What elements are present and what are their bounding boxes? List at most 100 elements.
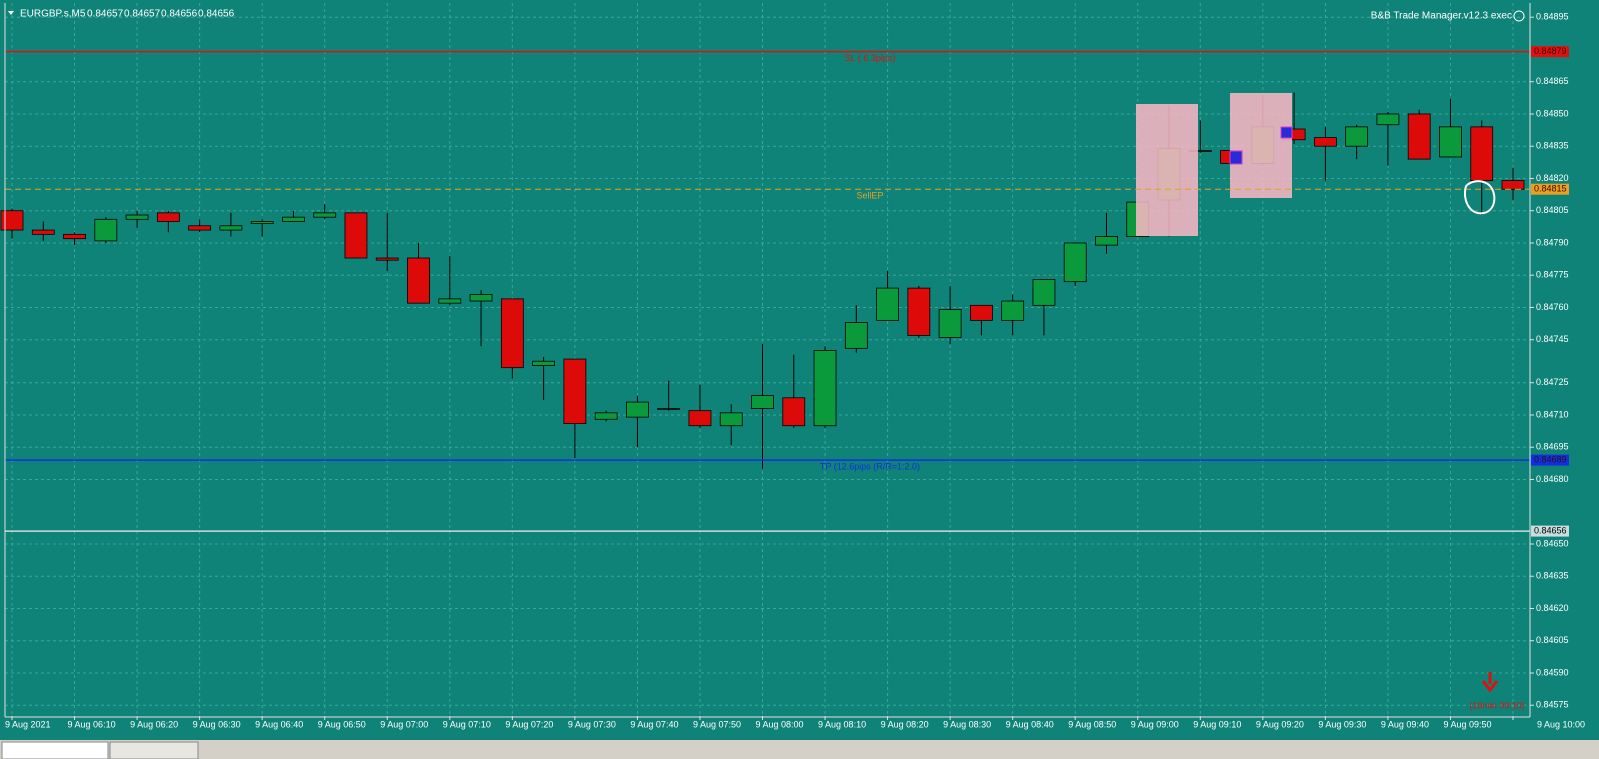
candle-body [1376, 113, 1400, 126]
candle-body [751, 395, 774, 409]
y-tick-label: 0.84680 [1536, 474, 1569, 484]
menu-icon [8, 11, 14, 15]
candle-body [594, 412, 618, 420]
y-tick-label: 0.84850 [1536, 108, 1569, 118]
candle-body [1063, 242, 1087, 283]
y-tick-label: 0.84650 [1536, 538, 1569, 548]
candle-body [1407, 113, 1431, 160]
y-tick-label: 0.84760 [1536, 302, 1569, 312]
level-value-box [1531, 454, 1569, 466]
candle-body [532, 360, 556, 366]
indicator-icon [1513, 10, 1525, 22]
level-value: 0.84689 [1534, 455, 1567, 465]
level-label: SellEP [856, 191, 883, 201]
level-value-box [1531, 525, 1569, 537]
x-tick-label: 9 Aug 07:20 [505, 719, 553, 729]
y-tick-label: 0.84620 [1536, 603, 1569, 613]
y-tick-label: 0.84790 [1536, 237, 1569, 247]
candle-body [1001, 300, 1025, 321]
y-tick-label: 0.84805 [1536, 205, 1569, 215]
levels: SL ( 6.3pips) 0.84879 SellEP 0.84815 TP (12.… [5, 46, 1569, 537]
candle-body [188, 225, 212, 231]
y-tick-label: 0.84775 [1536, 270, 1569, 280]
x-tick-label: 9 Aug 06:50 [318, 719, 366, 729]
level-value-box [1531, 46, 1569, 58]
candle-body [250, 221, 274, 225]
quote-low: 0.84656 [161, 9, 198, 20]
symbol-title: EURGBP.s,M5 [20, 9, 86, 20]
x-tick-label: 9 Aug 06:20 [130, 719, 178, 729]
candle-body [938, 309, 962, 338]
y-tick-label: 0.84590 [1536, 667, 1569, 677]
y-tick-label: 0.84835 [1536, 141, 1569, 151]
x-tick-label: 9 Aug 06:30 [193, 719, 241, 729]
candle-body [907, 287, 931, 336]
candle-body [626, 401, 649, 418]
candle-body [876, 287, 899, 321]
level-value-box [1531, 183, 1569, 195]
candle-body [375, 257, 399, 261]
y-tick-label: 0.84605 [1536, 635, 1569, 645]
candle-body [0, 210, 24, 231]
marker [1280, 126, 1293, 139]
y-tick-label: 0.84865 [1536, 76, 1569, 86]
candle-body [1345, 126, 1369, 147]
x-tick-label: 9 Aug 08:30 [943, 719, 991, 729]
x-tick-label: 9 Aug 09:50 [1443, 719, 1491, 729]
candle-body [282, 216, 305, 222]
x-tick-label: 9 Aug 08:10 [818, 719, 866, 729]
candle-body [563, 358, 587, 424]
x-tick-label: 9 Aug 2021 [5, 719, 51, 729]
x-tick-label: 9 Aug 06:10 [68, 719, 116, 729]
candle-body [1470, 126, 1494, 182]
candle-body [469, 294, 493, 302]
x-tick-label: 9 Aug 09:00 [1131, 719, 1179, 729]
candle-body [1313, 137, 1337, 147]
candle-body [438, 298, 462, 304]
candle-body [125, 214, 149, 220]
level-label: SL ( 6.3pips) [845, 53, 896, 63]
candle-body [1095, 236, 1118, 246]
candle-body [1501, 180, 1525, 190]
x-tick-label: 9 Aug 07:50 [693, 719, 741, 729]
candle-body [1032, 279, 1056, 306]
tab[interactable] [1, 741, 109, 759]
y-tick-label: 0.84695 [1536, 442, 1569, 452]
candle-body [156, 212, 180, 222]
candle-body [813, 350, 837, 427]
y-tick-label: 0.84745 [1536, 334, 1569, 344]
axes: 0.848950.848650.848500.848350.848200.848… [5, 12, 1585, 730]
marker [1229, 150, 1243, 165]
x-tick-label: 9 Aug 09:30 [1318, 719, 1366, 729]
tab[interactable] [109, 741, 199, 759]
level-value: 0.84656 [1534, 525, 1567, 535]
y-tick-label: 0.84575 [1536, 700, 1569, 710]
countdown: (10min 09:10) [1469, 700, 1525, 710]
candle-body [63, 233, 86, 240]
quote-open: 0.84657 [87, 9, 124, 20]
x-tick-label: 9 Aug 08:00 [756, 719, 804, 729]
candle-body [969, 304, 993, 321]
candle-body [782, 397, 806, 427]
x-tick-label: 9 Aug 07:10 [443, 719, 491, 729]
y-tick-label: 0.84820 [1536, 173, 1569, 183]
candle-body [31, 229, 55, 235]
candle-body [94, 218, 118, 242]
y-tick-label: 0.84710 [1536, 409, 1569, 419]
highlight-zone [1230, 93, 1292, 198]
quote-close: 0.84656 [198, 9, 235, 20]
indicator-label: B&B Trade Manager.v12.3 exec [1371, 11, 1512, 22]
candle-body [844, 322, 868, 349]
drawn-circle [1464, 180, 1496, 215]
down-arrow [1481, 672, 1499, 693]
x-tick-label: 9 Aug 08:50 [1068, 719, 1116, 729]
y-tick-label: 0.84635 [1536, 571, 1569, 581]
level-value: 0.84815 [1534, 184, 1567, 194]
level-value: 0.84879 [1534, 46, 1567, 56]
candle-body [219, 225, 243, 231]
x-tick-label: 9 Aug 07:40 [630, 719, 678, 729]
x-tick-label: 9 Aug 08:40 [1006, 719, 1054, 729]
x-tick-label: 9 Aug 10:00 [1537, 719, 1585, 729]
